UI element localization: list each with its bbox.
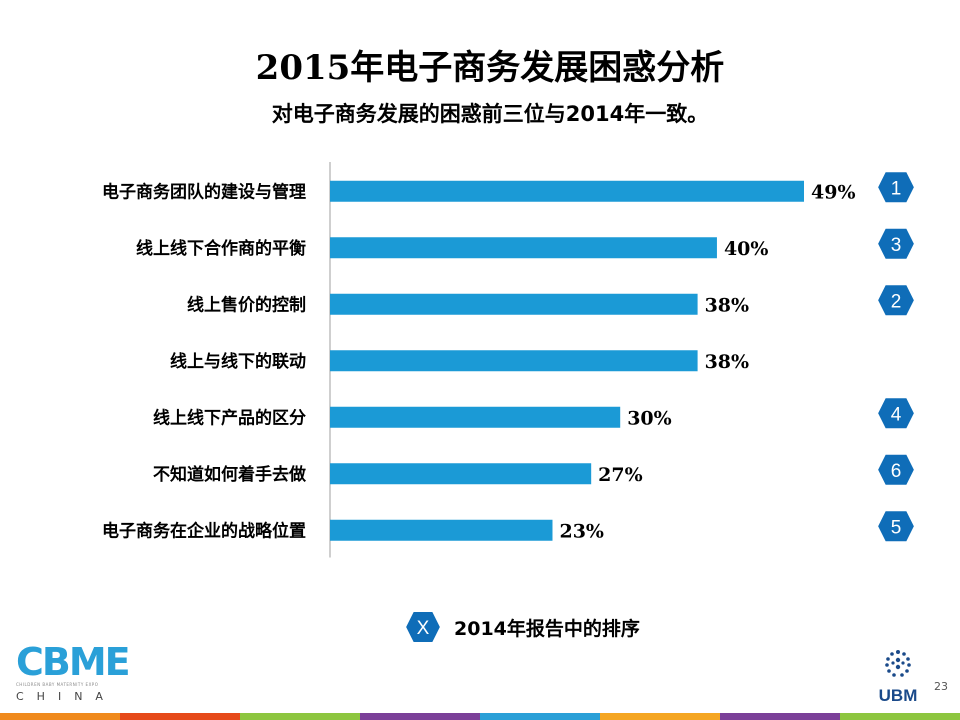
value-label: 30% [627, 407, 672, 429]
footer-stripe [720, 713, 840, 720]
category-label: 电子商务团队的建设与管理 [102, 181, 306, 202]
value-label: 49% [811, 181, 856, 203]
cbme-logo-text: CBME [16, 640, 131, 684]
footer-color-bar [0, 713, 960, 720]
ubm-logo-text: UBM [878, 686, 918, 705]
ubm-dots-icon [885, 650, 911, 677]
rank-badge-shape [875, 283, 917, 318]
rank-badge-label: 1 [891, 178, 902, 199]
value-label: 38% [705, 294, 750, 316]
footer-stripe [360, 713, 480, 720]
rank-badge-shape [875, 396, 917, 431]
bar [330, 350, 698, 372]
bar [330, 237, 717, 259]
bar [330, 406, 621, 428]
bar [330, 463, 592, 485]
rank-badge-label: 3 [891, 235, 902, 256]
category-label: 线上线下合作商的平衡 [136, 238, 306, 259]
rank-badge-label: 6 [891, 461, 902, 482]
value-label: 40% [724, 238, 769, 260]
footer-stripe [480, 713, 600, 720]
rank-badge-shape [875, 452, 917, 487]
rank-badge: 2 [875, 283, 917, 318]
rank-badge: 4 [875, 396, 917, 431]
rank-badge: 3 [875, 226, 917, 261]
footer-stripe [600, 713, 720, 720]
rank-badge: 5 [875, 509, 917, 544]
rank-badge-label: 2 [891, 291, 902, 312]
footer-stripe [840, 713, 960, 720]
category-label: 电子商务在企业的战略位置 [102, 520, 306, 541]
rank-badge-shape [875, 226, 917, 261]
cbme-china-text: CHINA [16, 690, 116, 703]
value-label: 27% [598, 464, 643, 486]
rank-badge-label: 5 [891, 517, 902, 538]
slide-title: 2015年电子商务发展困惑分析 [255, 48, 725, 88]
legend-rank-badge-icon: X [404, 610, 442, 644]
bar [330, 180, 804, 202]
bar [330, 519, 553, 541]
value-label: 38% [705, 351, 750, 373]
footer-stripe [240, 713, 360, 720]
footer-stripe [120, 713, 240, 720]
legend-text: 2014年报告中的排序 [454, 617, 640, 640]
bar-chart: 电子商务团队的建设与管理 49% 1 线上线下合作商的平衡 40% 3 线上售价的控制 38%… [102, 162, 917, 558]
rank-badge-shape [875, 170, 917, 205]
page-number: 23 [934, 680, 948, 693]
legend-badge-label: X [417, 618, 430, 639]
rank-badge: 1 [875, 170, 917, 205]
value-label: 23% [559, 520, 604, 542]
rank-badge-shape [875, 509, 917, 544]
rank-badge-label: 4 [891, 404, 902, 425]
footer-stripe [0, 713, 120, 720]
bar [330, 293, 698, 315]
legend: X 2014年报告中的排序 [404, 610, 640, 644]
cbme-logo-letters: CBME [16, 643, 131, 681]
cbme-tagline: CHILDREN BABY MATERNITY EXPO [16, 682, 99, 687]
cbme-logo: CBME CHILDREN BABY MATERNITY EXPO CHINA [16, 643, 131, 704]
ubm-logo: UBM [866, 648, 930, 708]
category-label: 不知道如何着手去做 [153, 464, 307, 485]
category-label: 线上线下产品的区分 [153, 407, 306, 428]
slide-subtitle: 对电子商务发展的困惑前三位与2014年一致。 [271, 102, 709, 126]
category-label: 线上与线下的联动 [170, 351, 306, 372]
rank-badge: 6 [875, 452, 917, 487]
category-label: 线上售价的控制 [187, 294, 306, 315]
